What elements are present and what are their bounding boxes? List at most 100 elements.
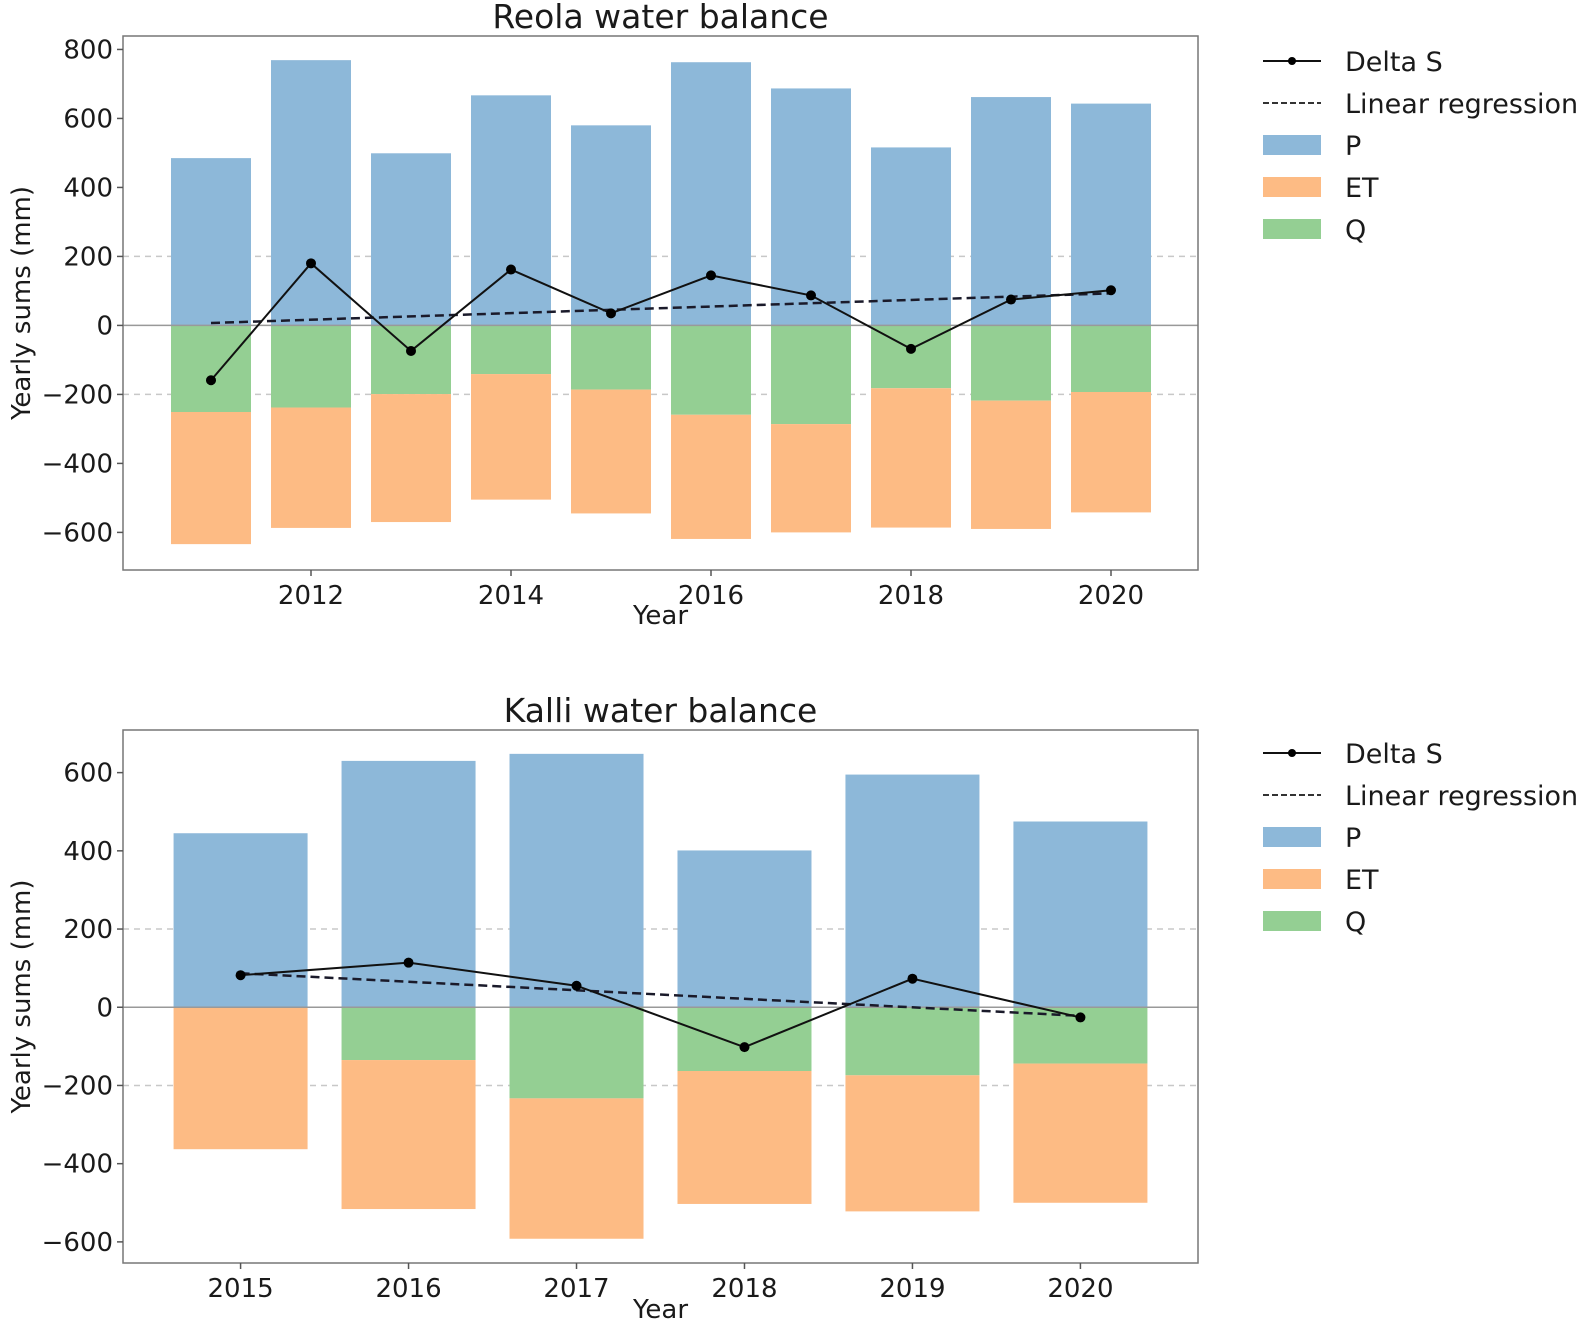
legend-swatch-q: [1263, 219, 1321, 239]
legend-marker-delta-s: [1288, 749, 1296, 757]
y-tick-label: −400: [42, 1150, 113, 1180]
bar-q: [471, 325, 551, 375]
reola-chart: −600 −400 −200 0 200 400 600 800 2012 2014 2016 201…: [7, 0, 1578, 631]
y-tick-label: −200: [42, 1071, 113, 1101]
kalli-chart: −600 −400 −200 0 200 400 600 2015 2016 2017 2018 20…: [7, 691, 1578, 1325]
bar-p: [971, 97, 1051, 326]
y-tick-label: 200: [63, 915, 113, 945]
regression-line: [240, 971, 1081, 1018]
delta-s-line: [240, 961, 1081, 1049]
bar-p: [509, 753, 644, 1008]
legend-swatch-et: [1263, 869, 1321, 889]
bar-et: [171, 412, 251, 545]
bar-et: [871, 388, 951, 528]
bar-et: [677, 1070, 812, 1204]
bar-p: [173, 833, 308, 1008]
bar-p: [845, 774, 980, 1008]
bar-et: [671, 414, 751, 539]
delta-s-point: [235, 970, 246, 981]
delta-s-point: [739, 1042, 750, 1053]
legend-label: Delta S: [1345, 47, 1443, 78]
bar-q: [971, 325, 1051, 401]
bar-p: [571, 125, 651, 326]
bar-et: [341, 1060, 476, 1210]
bar-p: [677, 850, 812, 1008]
bar-et: [1071, 392, 1151, 513]
y-tick-label: 400: [63, 173, 113, 203]
legend-label: ET: [1345, 173, 1379, 204]
x-tick-label: 2014: [478, 581, 544, 611]
x-tick-label: 2018: [711, 1274, 777, 1304]
bar-et: [971, 400, 1051, 529]
bar-q: [671, 325, 751, 415]
legend-label: ET: [1345, 865, 1379, 896]
bar-q: [677, 1007, 812, 1071]
bar-et: [471, 374, 551, 500]
x-tick-label: 2020: [1047, 1274, 1113, 1304]
bar-q: [845, 1007, 980, 1076]
legend-swatch-et: [1263, 177, 1321, 197]
delta-s-point: [206, 375, 216, 386]
bar-et: [271, 407, 351, 528]
bar-p: [771, 88, 851, 326]
legend-label: Q: [1345, 215, 1366, 246]
bar-q: [1071, 325, 1151, 392]
bar-et: [173, 1007, 308, 1150]
legend-label: Linear regression: [1345, 781, 1578, 812]
x-tick-label: 2016: [678, 581, 744, 611]
x-tick-label: 2018: [878, 581, 944, 611]
y-tick-label: 400: [63, 837, 113, 867]
delta-s-point: [907, 973, 918, 984]
legend-swatch-p: [1263, 135, 1321, 155]
plot-frame: [122, 35, 1199, 571]
legend-label: Linear regression: [1345, 89, 1578, 120]
legend-label: P: [1345, 823, 1361, 854]
delta-s-point: [906, 343, 916, 354]
bar-q: [771, 325, 851, 425]
y-tick-label: 600: [63, 104, 113, 134]
legend-label: Delta S: [1345, 739, 1443, 770]
bar-et: [509, 1098, 644, 1239]
bar-q: [371, 325, 451, 395]
y-axis-label: Yearly sums (mm): [7, 879, 37, 1114]
bar-p: [371, 153, 451, 326]
y-tick-label: −600: [42, 518, 113, 548]
delta-s-point: [506, 264, 516, 275]
bar-et: [571, 389, 651, 514]
bar-et: [771, 424, 851, 533]
bar-q: [341, 1007, 476, 1061]
legend-label: Q: [1345, 907, 1366, 938]
delta-s-point: [306, 258, 316, 269]
delta-s-point: [606, 308, 616, 319]
bar-et: [1013, 1063, 1148, 1203]
delta-s-line: [210, 261, 1112, 381]
delta-s-point: [571, 980, 582, 991]
y-tick-label: 800: [63, 35, 113, 65]
bar-p: [171, 158, 251, 326]
y-tick-label: −600: [42, 1228, 113, 1258]
y-tick-label: 200: [63, 242, 113, 272]
legend-swatch-q: [1263, 911, 1321, 931]
delta-s-point: [406, 345, 416, 356]
x-tick-label: 2019: [879, 1274, 945, 1304]
bar-q: [271, 325, 351, 408]
chart-title: Reola water balance: [492, 0, 828, 36]
bar-q: [171, 325, 251, 413]
y-tick-label: 600: [63, 759, 113, 789]
delta-s-point: [1006, 294, 1016, 305]
x-axis-label: Year: [632, 601, 688, 631]
bar-q: [509, 1007, 644, 1099]
regression-line: [210, 292, 1112, 325]
delta-s-point: [806, 290, 816, 301]
plot-frame: [122, 729, 1199, 1264]
bar-et: [371, 394, 451, 523]
y-axis-label: Yearly sums (mm): [7, 186, 37, 421]
legend-label: P: [1345, 131, 1361, 162]
x-tick-label: 2017: [543, 1274, 609, 1304]
bar-p: [471, 95, 551, 326]
delta-s-point: [706, 270, 716, 281]
x-tick-label: 2012: [278, 581, 344, 611]
legend-swatch-p: [1263, 827, 1321, 847]
bar-p: [871, 147, 951, 326]
